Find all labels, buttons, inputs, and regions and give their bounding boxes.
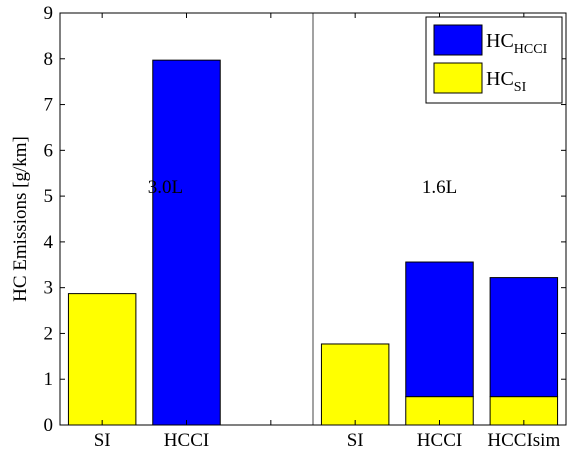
legend-subscript: SI <box>514 80 527 95</box>
y-tick-label: 3 <box>44 278 54 299</box>
bar-si-0 <box>67 293 137 426</box>
y-tick-label: 0 <box>44 415 54 436</box>
y-ticks-group: 0 1 2 3 4 5 6 7 8 9 <box>44 3 566 436</box>
y-tick-label: 7 <box>44 95 54 116</box>
legend-subscript: HCCI <box>514 42 548 57</box>
annotations-group: 3.0L 1.6L <box>148 177 457 198</box>
x-category-label: SI <box>347 430 364 451</box>
bar-si-3 <box>320 343 390 426</box>
bar-hcci-1 <box>152 59 221 426</box>
x-category-label: HCCI <box>164 430 209 451</box>
y-tick-label: 2 <box>44 323 54 344</box>
bar-hcci-4 <box>405 261 474 398</box>
y-tick-label: 4 <box>44 232 54 253</box>
y-tick-label: 8 <box>44 49 54 70</box>
annotation-label: 3.0L <box>148 177 183 198</box>
y-axis-label: HC Emissions [g/km] <box>10 136 31 302</box>
x-category-label: HCCIsim <box>487 430 560 451</box>
annotation-label: 1.6L <box>422 177 457 198</box>
y-tick-label: 9 <box>44 3 54 24</box>
x-category-label: HCCI <box>417 430 462 451</box>
plot-frame <box>59 12 567 426</box>
bars-group <box>67 59 559 426</box>
y-tick-label: 5 <box>44 186 54 207</box>
y-tick-label: 6 <box>44 140 54 161</box>
legend-swatch-hcci <box>433 24 483 56</box>
y-tick-label: 1 <box>44 369 54 390</box>
axes-group <box>59 12 567 426</box>
x-category-label: SI <box>94 430 111 451</box>
legend-swatch-si <box>433 62 483 94</box>
bar-hcci-5 <box>489 277 559 398</box>
